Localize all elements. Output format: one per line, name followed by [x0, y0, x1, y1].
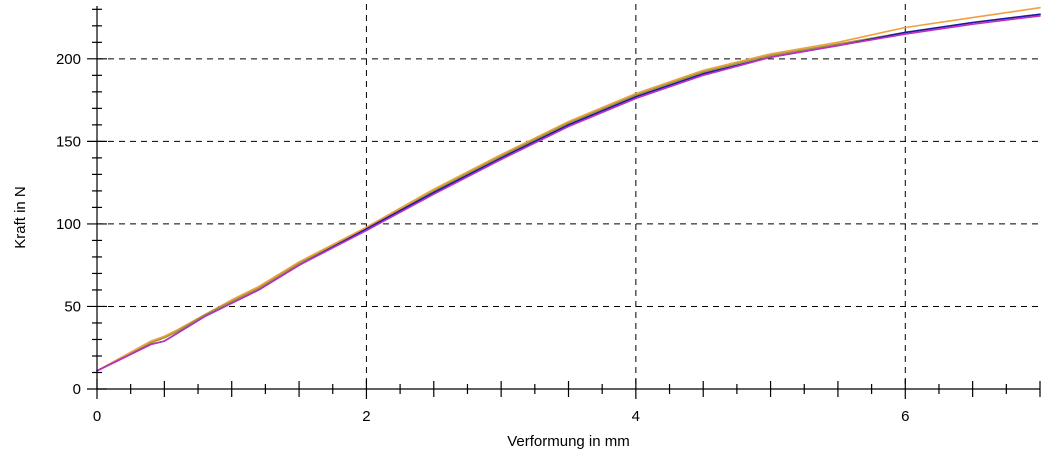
- y-tick-label: 150: [56, 133, 81, 150]
- x-tick-label: 6: [901, 408, 909, 425]
- x-tick-label: 2: [362, 408, 370, 425]
- x-tick-label: 4: [632, 408, 640, 425]
- grid: [97, 4, 1040, 389]
- series-line-4: [96, 15, 1041, 372]
- y-tick-label: 50: [64, 298, 81, 315]
- series-line-3: [96, 13, 1041, 372]
- series-line-1: [96, 6, 1041, 372]
- series-line-2: [96, 13, 1041, 372]
- minor-ticks: [87, 8, 1041, 399]
- y-tick-label: 100: [56, 216, 81, 233]
- x-tick-label: 0: [93, 408, 101, 425]
- y-tick-label: 200: [56, 51, 81, 68]
- series-layer: [96, 6, 1041, 372]
- y-tick-label: 0: [73, 381, 81, 398]
- x-axis-title: Verformung in mm: [507, 433, 630, 450]
- tick-labels: 0 2 4 6 0 50 100 150 200: [56, 51, 909, 425]
- y-axis-title: Kraft in N: [12, 186, 29, 249]
